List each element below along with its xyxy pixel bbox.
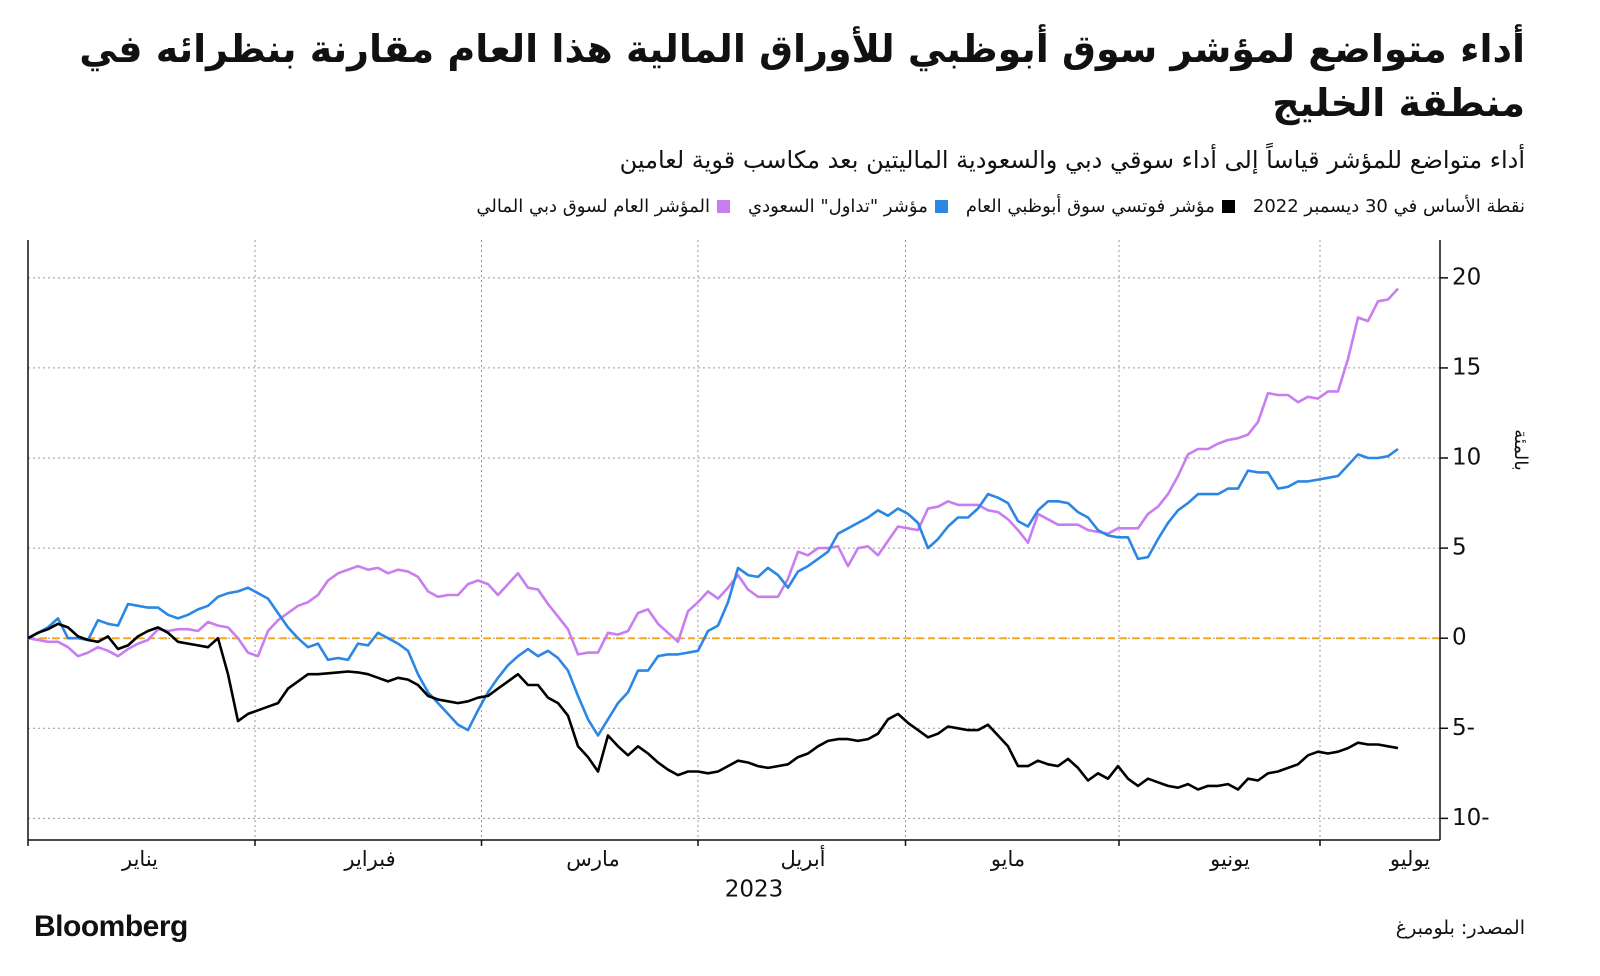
brand-logo: Bloomberg: [34, 910, 188, 943]
chart-subtitle: أداء متواضع للمؤشر قياساً إلى أداء سوقي …: [619, 146, 1525, 174]
y-tick-label: 20: [1452, 264, 1481, 290]
legend-label: مؤشر فوتسي سوق أبوظبي العام: [965, 196, 1215, 217]
x-axis-label: 2023: [725, 877, 784, 903]
source-note: المصدر: بلومبرغ: [1395, 917, 1525, 939]
x-tick-label: فبراير: [343, 847, 395, 871]
legend-swatch: [1221, 200, 1235, 213]
y-axis-label: بالمئة: [1510, 429, 1531, 470]
x-tick-label: يناير: [121, 847, 158, 871]
chart-title: أداء متواضع لمؤشر سوق أبوظبي للأوراق الم…: [79, 27, 1525, 125]
y-tick-label: 0: [1452, 625, 1467, 651]
y-tick-label: 10-: [1452, 805, 1490, 831]
legend-label: مؤشر "تداول" السعودي: [748, 196, 928, 217]
series-line: [27, 622, 1399, 791]
legend: نقطة الأساس في 30 ديسمبر 2022 مؤشر فوتسي…: [25, 196, 1525, 217]
series-line: [27, 287, 1399, 658]
y-tick-label: 10: [1452, 445, 1481, 471]
x-tick-label: أبريل: [780, 845, 825, 871]
x-tick-label: يوليو: [1389, 847, 1430, 871]
y-tick-label: 5-: [1452, 715, 1475, 741]
y-tick-label: 15: [1452, 354, 1481, 380]
baseline-note: نقطة الأساس في 30 ديسمبر 2022: [1252, 196, 1525, 217]
legend-item: مؤشر فوتسي سوق أبوظبي العام: [966, 196, 1235, 217]
series-line: [27, 447, 1399, 737]
y-tick-label: 5: [1452, 535, 1467, 561]
legend-item: مؤشر "تداول" السعودي: [748, 196, 948, 217]
legend-swatch: [717, 200, 731, 213]
legend-item: المؤشر العام لسوق دبي المالي: [476, 196, 731, 217]
x-tick-label: يونيو: [1209, 847, 1250, 871]
x-tick-label: مايو: [990, 847, 1025, 871]
x-tick-label: مارس: [566, 847, 619, 871]
legend-swatch: [934, 200, 948, 213]
legend-label: المؤشر العام لسوق دبي المالي: [476, 196, 711, 217]
